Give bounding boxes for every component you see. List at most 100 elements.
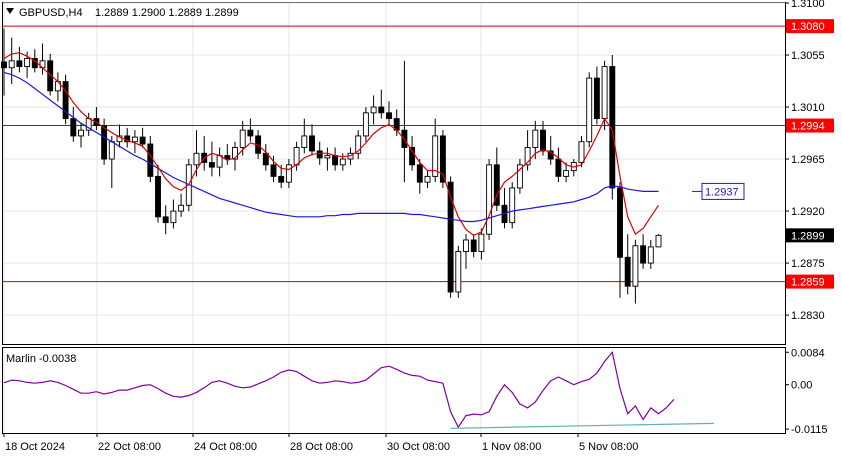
bearish-candle-body xyxy=(47,60,54,92)
time-tick-label: 24 Oct 08:00 xyxy=(194,441,257,453)
bullish-candle-body xyxy=(532,129,539,148)
bullish-candle-body xyxy=(601,66,608,120)
bullish-candle-body xyxy=(362,112,369,137)
bearish-candle-body xyxy=(247,129,254,137)
bearish-candle-body xyxy=(555,158,562,177)
bearish-candle-body xyxy=(540,129,546,152)
bearish-candle-body xyxy=(208,162,215,168)
oscillator-tick-label: 0.00 xyxy=(791,380,812,392)
bearish-candle-body xyxy=(617,187,623,258)
bullish-candle-body xyxy=(355,135,362,154)
bearish-candle-body xyxy=(162,216,169,224)
price-tick-label: 1.2920 xyxy=(791,206,825,218)
bullish-candle-body xyxy=(178,204,185,212)
level-tag-label: 1.3080 xyxy=(791,21,825,33)
bullish-candle-body xyxy=(285,164,292,183)
bullish-candle-body xyxy=(509,187,516,224)
time-tick-label: 22 Oct 08:00 xyxy=(98,441,161,453)
bullish-candle-body xyxy=(463,239,469,252)
bearish-candle-body xyxy=(447,181,454,293)
bearish-candle-body xyxy=(316,150,323,159)
ma-value-tag: 1.2937 xyxy=(692,182,745,200)
time-tick-label: 30 Oct 08:00 xyxy=(387,441,450,453)
time-tick-label: 18 Oct 2024 xyxy=(5,441,65,453)
bearish-candle-body xyxy=(101,125,108,160)
price-tick-label: 1.2875 xyxy=(791,258,825,270)
bullish-candle-body xyxy=(432,135,439,177)
bearish-candle-body xyxy=(640,245,647,264)
bullish-candle-body xyxy=(370,106,377,114)
time-tick-label: 5 Nov 08:00 xyxy=(579,441,638,453)
oscillator-tick-label: 0.0084 xyxy=(791,347,825,359)
oscillator-tick-label: -0.0115 xyxy=(791,424,828,436)
bearish-candle-body xyxy=(378,106,385,114)
price-tick-label: 1.2830 xyxy=(791,310,825,322)
bearish-candle-body xyxy=(470,239,477,252)
price-tick-label: 1.3100 xyxy=(791,0,825,10)
time-tick-label: 28 Oct 08:00 xyxy=(290,441,353,453)
bullish-candle-body xyxy=(486,164,493,235)
bullish-candle-body xyxy=(632,245,639,287)
oscillator-pane-frame xyxy=(2,347,786,434)
bullish-candle-body xyxy=(232,147,238,160)
level-tags: 1.3080 1.2994 1.2859 xyxy=(786,19,834,289)
bullish-candle-body xyxy=(339,158,346,166)
marlin-oscillator-line xyxy=(3,350,675,429)
bullish-candle-body xyxy=(455,251,462,293)
bearish-candle-body xyxy=(270,164,277,177)
bullish-candle-body xyxy=(578,141,585,163)
bullish-candle-body xyxy=(78,129,84,137)
ohlc-readout: 1.2889 1.2900 1.2889 1.2899 xyxy=(95,7,239,19)
bearish-candle-body xyxy=(155,175,161,218)
bearish-candle-body xyxy=(547,150,554,160)
collapse-triangle-icon[interactable] xyxy=(6,8,14,14)
candlestick-series xyxy=(1,28,662,304)
bearish-candle-body xyxy=(70,118,77,137)
bullish-candle-body xyxy=(424,175,431,183)
bearish-candle-body xyxy=(224,155,231,160)
level-tag-label: 1.2994 xyxy=(791,121,825,133)
bullish-candle-body xyxy=(239,129,246,148)
bearish-candle-body xyxy=(386,112,392,120)
price-tick-label: 1.2965 xyxy=(791,154,825,166)
oscillator-axis: 0.0084 0.00 -0.0115 xyxy=(785,347,828,436)
bearish-candle-body xyxy=(62,81,69,120)
main-pane-frame xyxy=(2,2,786,345)
bullish-candle-body xyxy=(647,246,654,264)
time-tick-label: 1 Nov 08:00 xyxy=(482,441,541,453)
price-tick-label: 1.3055 xyxy=(791,50,825,62)
bearish-candle-body xyxy=(147,143,154,177)
bearish-candle-body xyxy=(409,147,416,166)
bullish-candle-body xyxy=(193,152,200,166)
level-tag-background xyxy=(786,19,834,34)
level-tag-label: 1.2859 xyxy=(791,277,825,289)
bullish-candle-body xyxy=(8,60,15,69)
current-price-tag: 1.2899 xyxy=(786,228,834,243)
bearish-candle-body xyxy=(262,152,269,166)
current-price-tag-background xyxy=(786,228,834,243)
bullish-candle-body xyxy=(478,233,485,252)
bearish-candle-body xyxy=(278,175,285,183)
oscillator-label: Marlin -0.0038 xyxy=(6,353,76,365)
slow-moving-average-line xyxy=(3,71,659,223)
grid xyxy=(3,2,785,433)
level-tag-background xyxy=(786,274,834,289)
bullish-candle-body xyxy=(24,58,31,68)
bullish-candle-body xyxy=(586,77,593,143)
fast-moving-average-line xyxy=(3,52,659,236)
bearish-candle-body xyxy=(593,77,600,120)
bullish-candle-body xyxy=(170,210,177,224)
bearish-candle-body xyxy=(416,164,423,183)
ma-tag-box xyxy=(701,182,745,200)
time-axis: 18 Oct 2024 22 Oct 08:00 24 Oct 08:00 28 Oc… xyxy=(3,433,638,453)
bullish-candle-body xyxy=(516,164,523,189)
bullish-candle-body xyxy=(293,147,300,166)
bullish-candle-body xyxy=(301,135,308,148)
bullish-candle-body xyxy=(563,170,570,177)
bearish-candle-body xyxy=(309,135,315,152)
oscillator-trend-line xyxy=(450,422,715,429)
bearish-candle-body xyxy=(624,256,631,287)
bearish-candle-body xyxy=(139,136,146,145)
bullish-candle-body xyxy=(524,147,531,166)
